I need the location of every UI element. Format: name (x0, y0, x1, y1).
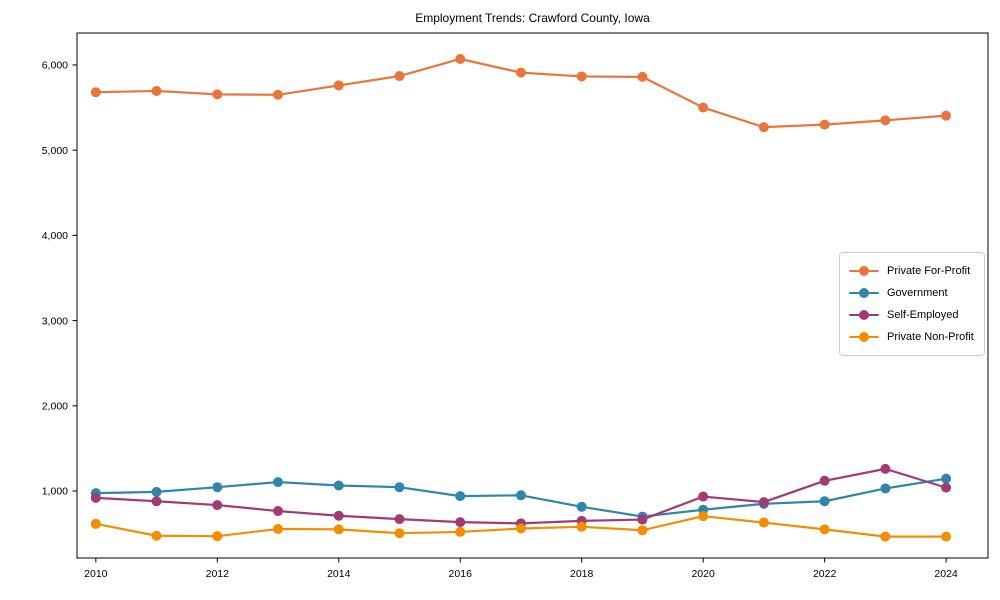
data-point (455, 526, 466, 537)
data-point (333, 80, 344, 91)
data-point (394, 482, 405, 493)
x-tick-label: 2022 (813, 568, 837, 580)
y-tick-label: 2,000 (42, 401, 68, 413)
x-tick-label: 2012 (206, 568, 230, 580)
data-point (698, 491, 709, 502)
data-point (151, 530, 162, 541)
x-tick-label: 2016 (449, 568, 473, 580)
data-point (941, 473, 952, 484)
data-point (90, 492, 101, 503)
legend-dot-icon (859, 288, 869, 298)
data-point (941, 482, 952, 493)
data-point (394, 71, 405, 82)
data-point (819, 119, 830, 130)
x-tick-label: 2020 (691, 568, 715, 580)
data-point (576, 501, 587, 512)
data-point (151, 85, 162, 96)
data-point (941, 531, 952, 542)
legend-marker-icon (849, 332, 879, 342)
data-point (758, 497, 769, 508)
x-tick-label: 2010 (84, 568, 108, 580)
legend-dot-icon (859, 310, 869, 320)
y-tick-label: 5,000 (42, 145, 68, 157)
data-point (758, 122, 769, 133)
data-point (455, 517, 466, 528)
data-point (637, 514, 648, 525)
x-tick-label: 2018 (570, 568, 594, 580)
data-point (333, 510, 344, 521)
data-point (90, 518, 101, 529)
data-point (819, 496, 830, 507)
y-tick-label: 3,000 (42, 315, 68, 327)
plot-border (76, 32, 989, 559)
data-point (880, 483, 891, 494)
legend-label: Private Non-Profit (887, 331, 974, 343)
legend-marker-icon (849, 266, 879, 276)
data-point (455, 53, 466, 64)
data-point (333, 480, 344, 491)
data-point (273, 523, 284, 534)
data-point (880, 463, 891, 474)
legend-item-3: Private Non-Profit (849, 326, 975, 348)
data-point (698, 511, 709, 522)
legend-dot-icon (859, 266, 869, 276)
data-point (394, 528, 405, 539)
data-point (90, 87, 101, 98)
data-point (212, 89, 223, 100)
legend-label: Government (887, 287, 948, 299)
data-point (576, 71, 587, 82)
data-point (819, 475, 830, 486)
data-point (212, 531, 223, 542)
data-point (637, 525, 648, 536)
data-point (758, 517, 769, 528)
legend-marker-icon (849, 310, 879, 320)
data-point (273, 506, 284, 517)
data-point (212, 482, 223, 493)
data-point (515, 523, 526, 534)
data-point (698, 102, 709, 113)
data-point (880, 115, 891, 126)
y-tick-label: 1,000 (42, 486, 68, 498)
legend-item-2: Self-Employed (849, 304, 975, 326)
data-point (273, 477, 284, 488)
data-point (637, 71, 648, 82)
x-tick-label: 2014 (327, 568, 351, 580)
legend-marker-icon (849, 288, 879, 298)
data-point (212, 500, 223, 511)
data-point (151, 486, 162, 497)
data-point (576, 521, 587, 532)
data-point (333, 524, 344, 535)
x-tick-label: 2024 (934, 568, 958, 580)
legend-dot-icon (859, 332, 869, 342)
legend-label: Self-Employed (887, 309, 959, 321)
data-point (941, 110, 952, 121)
legend-label: Private For-Profit (887, 265, 971, 277)
data-point (515, 67, 526, 78)
legend: Private For-Profit Government Self-Employe… (839, 252, 985, 356)
data-point (880, 531, 891, 542)
data-point (515, 490, 526, 501)
chart-title: Employment Trends: Crawford County, Iowa (415, 11, 650, 25)
y-tick-label: 4,000 (42, 230, 68, 242)
data-point (273, 89, 284, 100)
data-point (151, 496, 162, 507)
data-point (394, 514, 405, 525)
data-point (819, 524, 830, 535)
data-point (455, 491, 466, 502)
legend-item-1: Government (849, 282, 975, 304)
y-tick-label: 6,000 (42, 60, 68, 72)
legend-item-0: Private For-Profit (849, 260, 975, 282)
